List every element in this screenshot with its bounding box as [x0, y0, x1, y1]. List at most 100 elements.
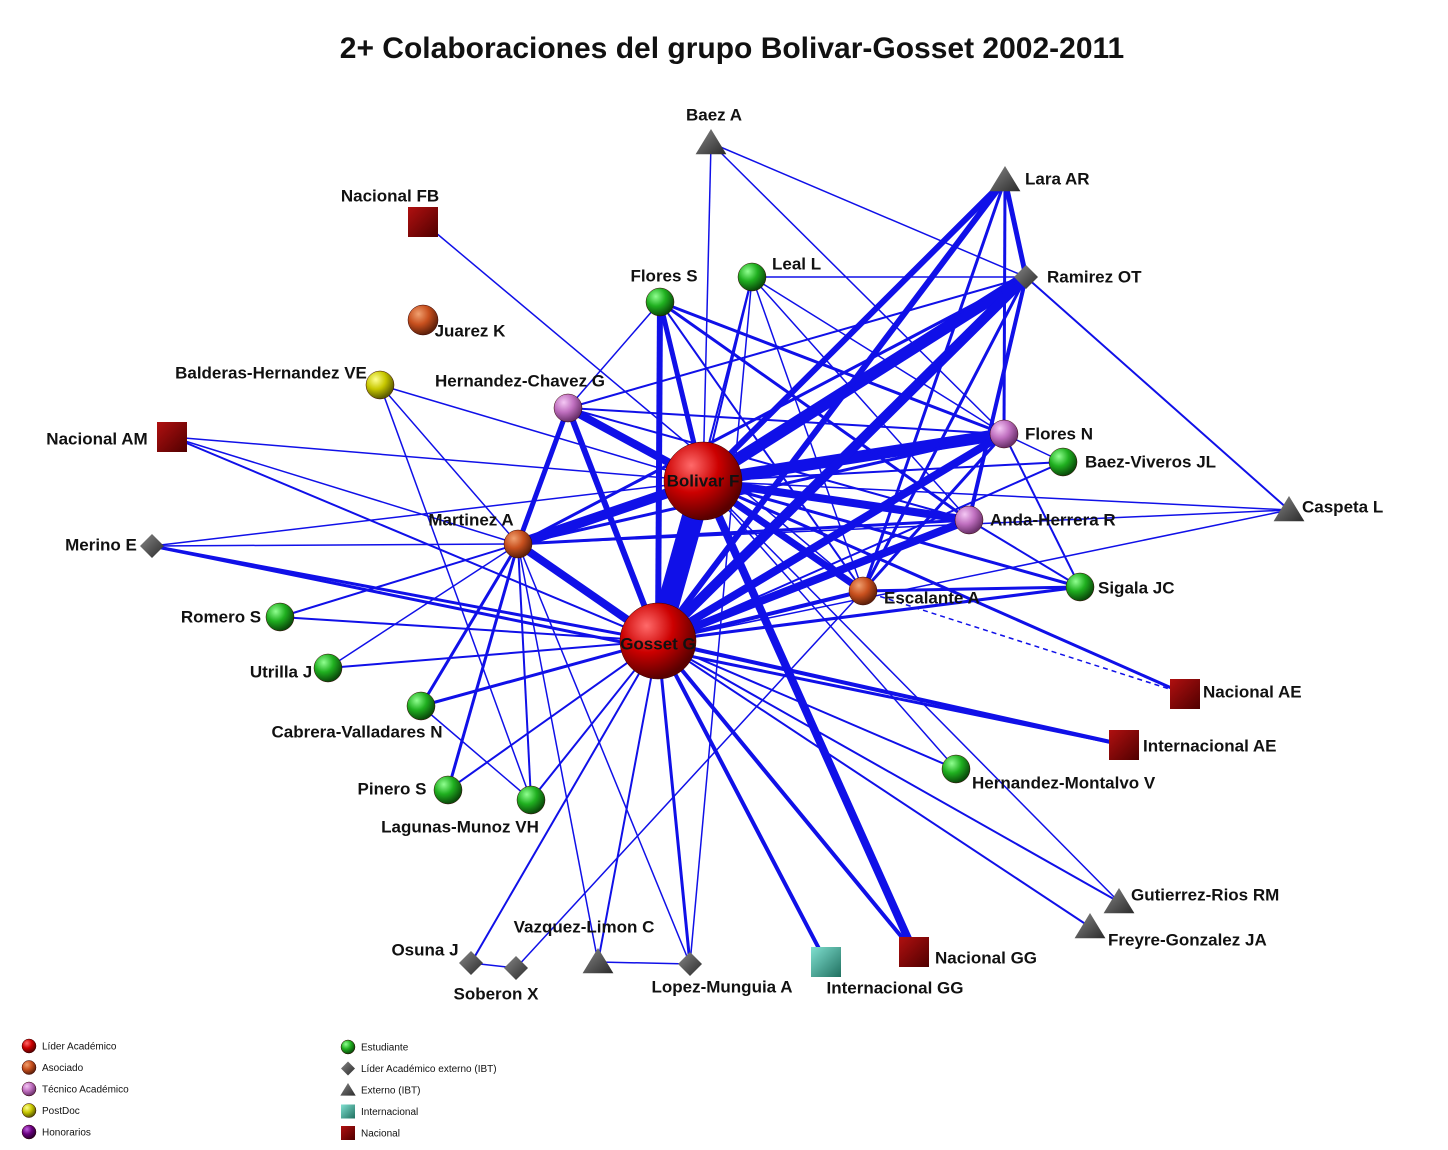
node-circle [848, 576, 878, 606]
edge [751, 276, 970, 521]
node-diamond [459, 951, 483, 975]
node-circle [619, 602, 697, 680]
node-circle [365, 370, 395, 400]
node-label: Lopez-Munguia A [651, 977, 792, 996]
node-square [811, 947, 841, 977]
node-circle [553, 393, 583, 423]
node-circle [663, 441, 743, 521]
edge [702, 480, 1120, 903]
node-triangle [695, 129, 727, 155]
legend-label: Honorarios [42, 1128, 91, 1139]
node-label: Baez-Viveros JL [1085, 452, 1216, 471]
node-square [341, 1104, 355, 1119]
edge [517, 432, 1005, 546]
edge [702, 142, 712, 482]
node-label: Nacional FB [341, 186, 439, 205]
node-label: Flores N [1025, 424, 1093, 443]
edge [700, 177, 1008, 484]
node-label: Utrilla J [250, 662, 312, 681]
node-triangle [582, 948, 614, 974]
node-label: Soberon X [453, 984, 539, 1003]
node-diamond [341, 1061, 355, 1076]
legend-label: Externo (IBT) [361, 1086, 420, 1097]
edge [1003, 433, 1081, 588]
node-diamond [140, 534, 164, 558]
edge [967, 276, 1028, 521]
node-triangle [340, 1083, 356, 1096]
node-diamond [504, 956, 528, 980]
edge [862, 590, 1186, 695]
legend-label: Asociado [42, 1063, 84, 1074]
node-label: Nacional AE [1203, 682, 1302, 701]
node-square [1170, 679, 1200, 709]
edge [567, 276, 1027, 409]
legend-label: Líder Académico externo (IBT) [361, 1064, 497, 1075]
legend-label: PostDoc [42, 1106, 80, 1117]
node-square [408, 207, 438, 237]
node-label: Caspeta L [1302, 497, 1383, 516]
node-label: Martinez A [428, 510, 513, 529]
node-square [1109, 730, 1139, 760]
node-label: Cabrera-Valladares N [271, 722, 442, 741]
node-circle [1048, 447, 1078, 477]
node-circle [21, 1124, 37, 1140]
legend-label: Líder Académico [42, 1042, 117, 1053]
node-circle [340, 1039, 356, 1055]
edge [710, 142, 1005, 435]
edge [702, 477, 970, 524]
node-circle [313, 653, 343, 683]
node-triangle [989, 166, 1021, 192]
edge [861, 179, 1007, 592]
node-label: Sigala JC [1098, 578, 1175, 597]
edge [659, 301, 864, 592]
node-label: Juarez K [435, 321, 507, 340]
node-circle [954, 505, 984, 535]
node-label: Internacional AE [1143, 736, 1277, 755]
node-label: Hernandez-Montalvo V [972, 773, 1156, 792]
node-triangle [1103, 888, 1135, 914]
edge [1002, 179, 1007, 435]
node-square [899, 937, 929, 967]
edge [379, 384, 519, 545]
node-circle [21, 1060, 37, 1075]
node-label: Gosset G [620, 634, 696, 653]
node-label: Hernandez-Chavez G [435, 371, 605, 390]
legend: Líder Académico Asociado Técnico Académico… [21, 1038, 497, 1140]
edge [420, 639, 659, 708]
edge [656, 640, 828, 963]
edge [861, 432, 1006, 593]
edge [659, 300, 1005, 436]
node-circle [989, 419, 1019, 449]
node-label: Baez A [686, 105, 742, 124]
node-label: Bolivar F [667, 471, 740, 490]
node-label: Leal L [772, 254, 821, 273]
node-circle [645, 287, 675, 317]
node-label: Internacional GG [827, 978, 964, 997]
node-label: Flores S [630, 266, 697, 285]
edge [657, 640, 1120, 903]
edge [420, 705, 532, 801]
node-square [341, 1126, 355, 1140]
edge [1002, 179, 1029, 278]
edge [171, 436, 704, 482]
edge [654, 273, 1030, 645]
edge [567, 407, 1005, 435]
edge [702, 428, 1005, 487]
node-triangle [1074, 913, 1106, 939]
node-circle [516, 785, 546, 815]
node-label: Nacional GG [935, 948, 1037, 967]
node-circle [407, 304, 439, 336]
edge [702, 480, 1290, 511]
edge [517, 509, 1290, 545]
edge [379, 384, 532, 801]
node-label: Romero S [181, 607, 261, 626]
edge [1025, 276, 1290, 511]
edge [597, 640, 659, 963]
edge [657, 461, 1064, 642]
edge [567, 301, 661, 409]
node-label: Nacional AM [46, 429, 147, 448]
node-label: Ramirez OT [1047, 267, 1142, 286]
edge [447, 640, 659, 791]
node-label: Pinero S [358, 779, 427, 798]
node-label: Merino E [65, 535, 137, 554]
